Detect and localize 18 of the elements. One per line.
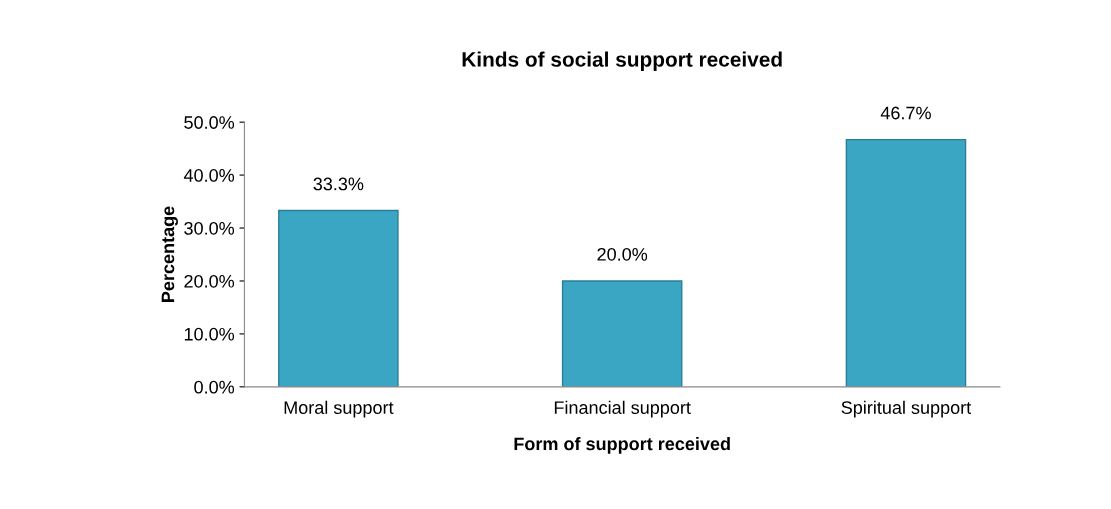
y-tick-label: 50.0% <box>184 116 235 129</box>
bar <box>561 280 683 387</box>
y-tick-label: 30.0% <box>184 221 235 235</box>
data-label: 20.0% <box>597 247 648 261</box>
y-tick-label: 20.0% <box>184 274 235 288</box>
bar <box>845 138 967 387</box>
data-label: 33.3% <box>313 177 364 191</box>
chart-title: Kinds of social support received <box>462 51 782 71</box>
y-tick-label: 0.0% <box>194 380 235 394</box>
data-label: 46.7% <box>880 106 931 120</box>
x-tick-label: Spiritual support <box>841 400 972 418</box>
x-tick-label: Moral support <box>284 400 394 418</box>
bar <box>278 209 399 387</box>
x-axis-title: Form of support received <box>514 437 730 454</box>
y-axis-title: Percentage <box>161 206 178 302</box>
y-tick-label: 10.0% <box>184 327 235 341</box>
y-tick-label: 40.0% <box>183 169 235 182</box>
x-tick-label: Financial support <box>554 400 691 418</box>
